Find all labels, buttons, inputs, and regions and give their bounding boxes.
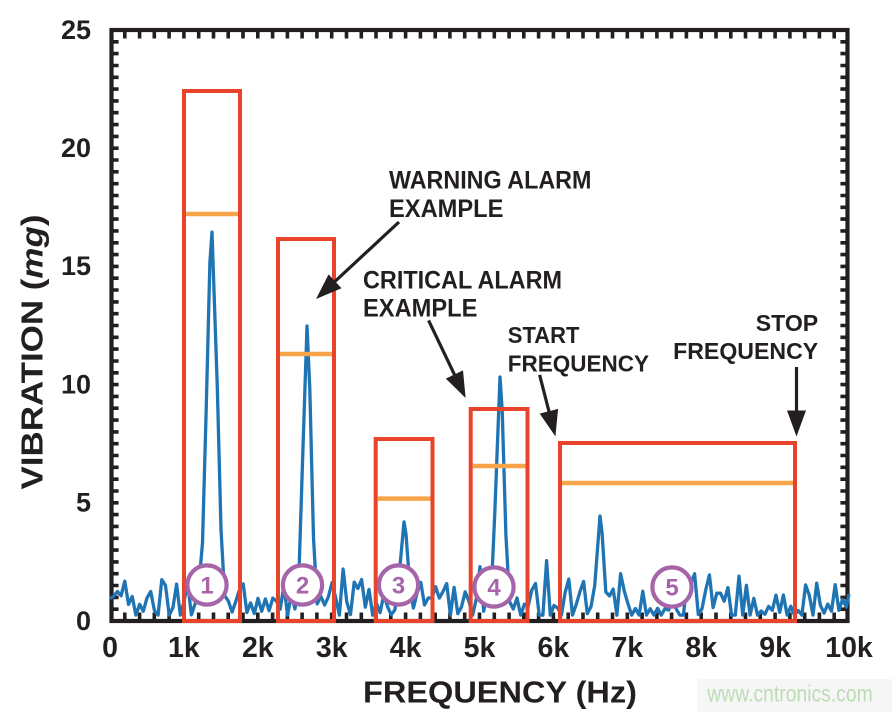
svg-text:5: 5 [76, 488, 91, 518]
svg-text:8k: 8k [685, 632, 717, 664]
svg-text:FREQUENCY: FREQUENCY [508, 350, 650, 376]
svg-text:6k: 6k [538, 632, 570, 664]
svg-text:www.cntronics.com: www.cntronics.com [706, 681, 872, 707]
svg-text:10: 10 [61, 369, 91, 399]
svg-text:STOP: STOP [756, 310, 818, 336]
svg-text:EXAMPLE: EXAMPLE [389, 195, 503, 223]
svg-text:7k: 7k [611, 632, 643, 664]
svg-text:5: 5 [665, 575, 678, 602]
svg-text:START: START [508, 322, 580, 348]
svg-text:FREQUENCY: FREQUENCY [673, 338, 818, 364]
svg-text:CRITICAL ALARM: CRITICAL ALARM [363, 267, 562, 295]
svg-text:10k: 10k [825, 632, 873, 664]
svg-text:2k: 2k [242, 632, 274, 664]
svg-text:0: 0 [102, 632, 118, 664]
svg-text:3: 3 [392, 573, 405, 600]
svg-text:9k: 9k [759, 632, 791, 664]
svg-text:25: 25 [61, 15, 91, 45]
svg-text:2: 2 [296, 573, 309, 600]
svg-text:4: 4 [487, 575, 501, 602]
svg-text:1k: 1k [168, 632, 200, 664]
svg-text:0: 0 [76, 606, 91, 636]
svg-text:5k: 5k [464, 632, 496, 664]
svg-text:20: 20 [61, 133, 91, 163]
svg-text:3k: 3k [316, 632, 348, 664]
svg-text:VIBRATION (mg): VIBRATION (mg) [16, 214, 50, 489]
svg-text:EXAMPLE: EXAMPLE [363, 295, 477, 323]
svg-text:15: 15 [61, 251, 91, 281]
svg-text:WARNING ALARM: WARNING ALARM [389, 166, 591, 194]
svg-text:1: 1 [200, 573, 213, 600]
svg-text:4k: 4k [390, 632, 422, 664]
svg-text:FREQUENCY (Hz): FREQUENCY (Hz) [363, 676, 637, 710]
